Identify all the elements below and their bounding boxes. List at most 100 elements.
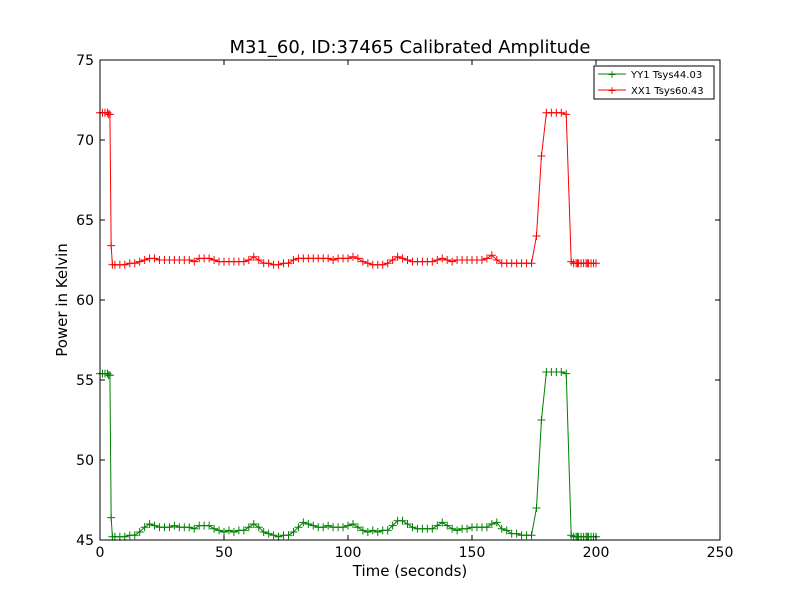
data-point-0: [348, 520, 357, 528]
data-point-0: [269, 531, 278, 540]
data-point-1: [284, 259, 293, 268]
data-point-0: [299, 518, 308, 527]
data-point-0: [224, 526, 233, 535]
data-point-0: [487, 520, 496, 528]
data-point-0: [239, 526, 248, 535]
data-point-0: [150, 521, 159, 530]
data-point-0: [304, 520, 313, 528]
data-point-1: [487, 251, 496, 260]
legend-label-xx1: XX1 Tsys60.43: [631, 86, 704, 97]
data-point-1: [185, 256, 194, 264]
data-point-0: [527, 531, 536, 540]
data-point-1: [477, 256, 486, 264]
x-tick-label: 250: [707, 545, 734, 561]
data-point-0: [463, 524, 472, 533]
data-point-0: [448, 524, 457, 533]
data-point-1: [383, 259, 392, 268]
data-point-1: [135, 257, 144, 266]
data-point-0: [120, 532, 129, 541]
data-point-0: [363, 528, 372, 536]
data-point-0: [482, 523, 491, 532]
data-point-1: [205, 254, 214, 263]
legend-box: [593, 65, 715, 100]
data-point-1: [532, 232, 541, 240]
data-point-1: [363, 259, 372, 268]
data-point-0: [289, 528, 298, 536]
legend-entry-1: + XX1 Tsys60.43: [598, 84, 704, 97]
data-point-0: [210, 524, 219, 533]
y-tick-label: 65: [76, 213, 94, 229]
legend-marker-xx1: +: [607, 84, 616, 97]
data-point-0: [453, 526, 462, 535]
data-point-1: [120, 260, 129, 269]
plot-area: [100, 60, 720, 540]
data-point-1: [105, 110, 114, 119]
ticks-layer: 0 50 100 150 200 250 45 50 55 60 65 70 75: [76, 53, 733, 561]
data-point-1: [557, 108, 566, 117]
data-point-0: [358, 526, 367, 535]
x-tick-label: 0: [96, 545, 105, 561]
data-point-0: [537, 416, 546, 424]
data-point-0: [264, 529, 273, 538]
data-point-1: [274, 260, 283, 269]
data-point-0: [512, 529, 521, 538]
data-point-1: [289, 256, 298, 264]
data-point-0: [373, 528, 382, 536]
legend-marker-yy1: +: [607, 68, 616, 81]
data-point-1: [403, 256, 412, 264]
y-axis-title: Power in Kelvin: [53, 243, 71, 357]
data-point-1: [537, 152, 546, 160]
data-point-1: [254, 256, 263, 264]
data-point-1: [140, 256, 149, 264]
data-point-0: [249, 520, 258, 528]
data-point-0: [344, 521, 352, 530]
data-point-0: [140, 523, 149, 532]
data-point-0: [502, 526, 511, 535]
data-point-1: [482, 254, 491, 263]
data-point-1: [348, 252, 357, 261]
data-point-0: [368, 526, 377, 535]
legend-label-yy1: YY1 Tsys44.03: [630, 70, 702, 81]
data-point-0: [309, 521, 318, 530]
data-point-1: [107, 241, 116, 250]
data-point-1: [433, 256, 442, 264]
data-point-0: [229, 528, 238, 536]
plot-background: [100, 60, 720, 540]
y-tick-label: 60: [76, 293, 94, 309]
data-point-0: [403, 520, 412, 528]
data-point-1: [210, 256, 219, 264]
data-point-1: [388, 256, 397, 264]
data-point-0: [492, 518, 501, 527]
data-point-0: [443, 521, 452, 530]
data-point-1: [344, 254, 352, 263]
data-point-1: [448, 257, 457, 266]
data-point-0: [398, 516, 407, 525]
data-point-1: [358, 257, 367, 266]
data-point-0: [532, 504, 541, 512]
data-point-0: [388, 521, 397, 530]
data-point-0: [284, 531, 293, 540]
data-point-0: [145, 520, 154, 528]
data-point-0: [205, 521, 214, 530]
series-layer: [96, 108, 600, 541]
data-point-1: [239, 257, 248, 266]
data-point-0: [408, 523, 417, 532]
data-point-1: [393, 252, 402, 261]
data-point-0: [254, 523, 263, 532]
data-point-0: [497, 524, 506, 533]
data-point-1: [329, 256, 338, 264]
data-point-1: [443, 256, 452, 264]
x-tick-label: 200: [583, 545, 610, 561]
legend: + YY1 Tsys44.03 + XX1 Tsys60.43: [593, 65, 715, 100]
data-point-1: [130, 259, 139, 268]
plot-frame: [99, 59, 721, 541]
data-point-0: [428, 524, 437, 533]
data-point-1: [190, 257, 199, 266]
data-point-1: [428, 257, 437, 266]
data-point-0: [353, 523, 362, 532]
data-point-0: [220, 528, 228, 536]
data-point-0: [562, 369, 571, 378]
data-point-1: [244, 256, 253, 264]
data-point-0: [383, 526, 392, 535]
